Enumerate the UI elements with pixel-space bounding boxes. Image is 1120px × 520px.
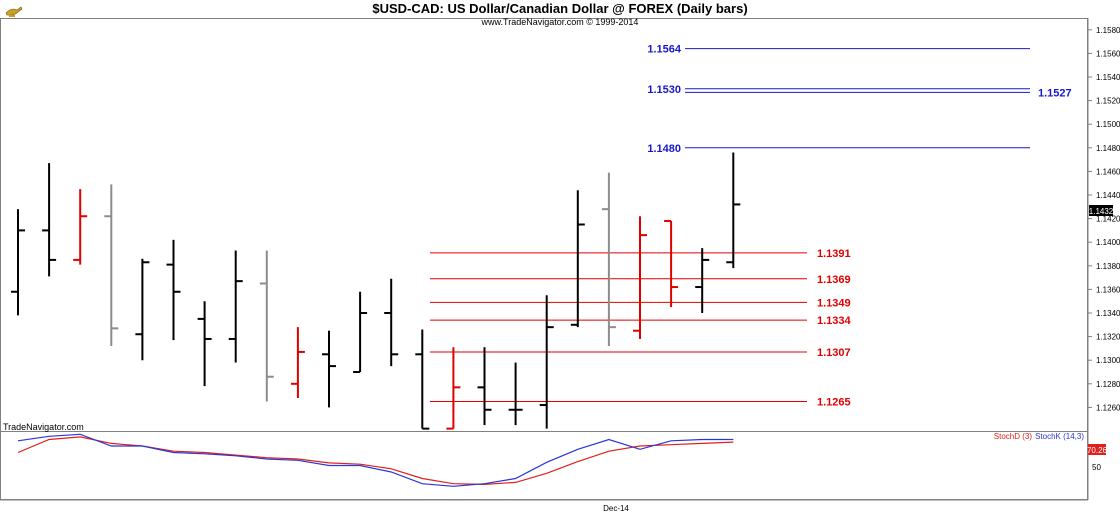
ohlc-bar xyxy=(353,291,368,373)
watermark-text: TradeNavigator.com xyxy=(3,422,84,432)
ohlc-bar xyxy=(166,239,181,341)
ohlc-bar xyxy=(570,190,585,328)
y-tick-label: 1.1380 xyxy=(1096,262,1120,271)
ohlc-bar xyxy=(415,329,430,430)
stoch-k-legend: StochK (14,3) xyxy=(1035,432,1084,441)
x-axis-label: Dec-14 xyxy=(603,504,629,513)
ohlc-bar xyxy=(446,347,461,430)
genie-lamp-icon xyxy=(5,6,23,17)
ohlc-bar xyxy=(664,219,679,308)
ohlc-bar xyxy=(42,163,57,277)
y-tick-label: 1.1580 xyxy=(1096,26,1120,35)
stoch-tick-label: 50 xyxy=(1092,463,1101,472)
y-tick-label: 1.1520 xyxy=(1096,97,1120,106)
level-label: 1.1480 xyxy=(647,143,681,155)
ohlc-bar xyxy=(73,189,88,265)
y-tick-label: 1.1320 xyxy=(1096,333,1120,342)
indicator-panel-frame xyxy=(0,431,1088,500)
ohlc-bar xyxy=(104,184,119,347)
y-tick-label: 1.1540 xyxy=(1096,73,1120,82)
last-price-tag xyxy=(1089,205,1113,216)
ohlc-bar xyxy=(384,278,399,367)
level-label: 1.1369 xyxy=(817,274,851,286)
y-tick-label: 1.1360 xyxy=(1096,285,1120,294)
ohlc-bar xyxy=(726,152,741,269)
ohlc-bar xyxy=(508,362,523,426)
stoch-k-line xyxy=(17,433,734,487)
stoch-d-legend: StochD (3) xyxy=(994,432,1033,441)
ohlc-bar xyxy=(322,330,336,408)
level-label: 1.1564 xyxy=(647,44,682,56)
ohlc-bar xyxy=(477,347,492,426)
y-tick-label: 1.1300 xyxy=(1096,356,1120,365)
level-label: 1.1530 xyxy=(647,84,681,96)
level-label: 1.1527 xyxy=(1038,87,1072,99)
y-tick-label: 1.1460 xyxy=(1096,167,1120,176)
last-price-tag-text: 1.1432 xyxy=(1089,207,1114,216)
y-tick-label: 1.1420 xyxy=(1096,215,1120,224)
stoch-value-tag xyxy=(1088,444,1106,455)
level-label: 1.1334 xyxy=(817,315,852,327)
y-tick-label: 1.1560 xyxy=(1096,49,1120,58)
y-tick-label: 1.1340 xyxy=(1096,309,1120,318)
ohlc-bar xyxy=(695,248,710,313)
level-label: 1.1265 xyxy=(817,397,851,409)
ohlc-bar xyxy=(259,250,274,402)
ohlc-bar xyxy=(601,172,616,347)
ohlc-bar xyxy=(197,301,212,387)
y-tick-label: 1.1440 xyxy=(1096,191,1120,200)
level-label: 1.1307 xyxy=(817,347,851,359)
y-tick-label: 1.1480 xyxy=(1096,144,1120,153)
level-label: 1.1391 xyxy=(817,248,851,260)
y-tick-label: 1.1260 xyxy=(1096,403,1120,412)
level-label: 1.1349 xyxy=(817,297,851,309)
stoch-value-tag-text: 70.26 xyxy=(1087,446,1108,455)
ohlc-bar xyxy=(135,258,150,361)
ohlc-bar xyxy=(539,295,554,429)
ohlc-bar xyxy=(290,327,305,398)
y-tick-label: 1.1500 xyxy=(1096,120,1120,129)
y-tick-label: 1.1400 xyxy=(1096,238,1120,247)
copyright-text: www.TradeNavigator.com © 1999-2014 xyxy=(481,17,639,27)
y-tick-label: 1.1280 xyxy=(1096,380,1120,389)
ohlc-bar xyxy=(633,216,647,339)
chart-title: $USD-CAD: US Dollar/Canadian Dollar @ FO… xyxy=(372,1,747,16)
ohlc-bar xyxy=(11,209,25,316)
ohlc-bar xyxy=(228,250,243,363)
price-panel-frame xyxy=(0,18,1088,432)
